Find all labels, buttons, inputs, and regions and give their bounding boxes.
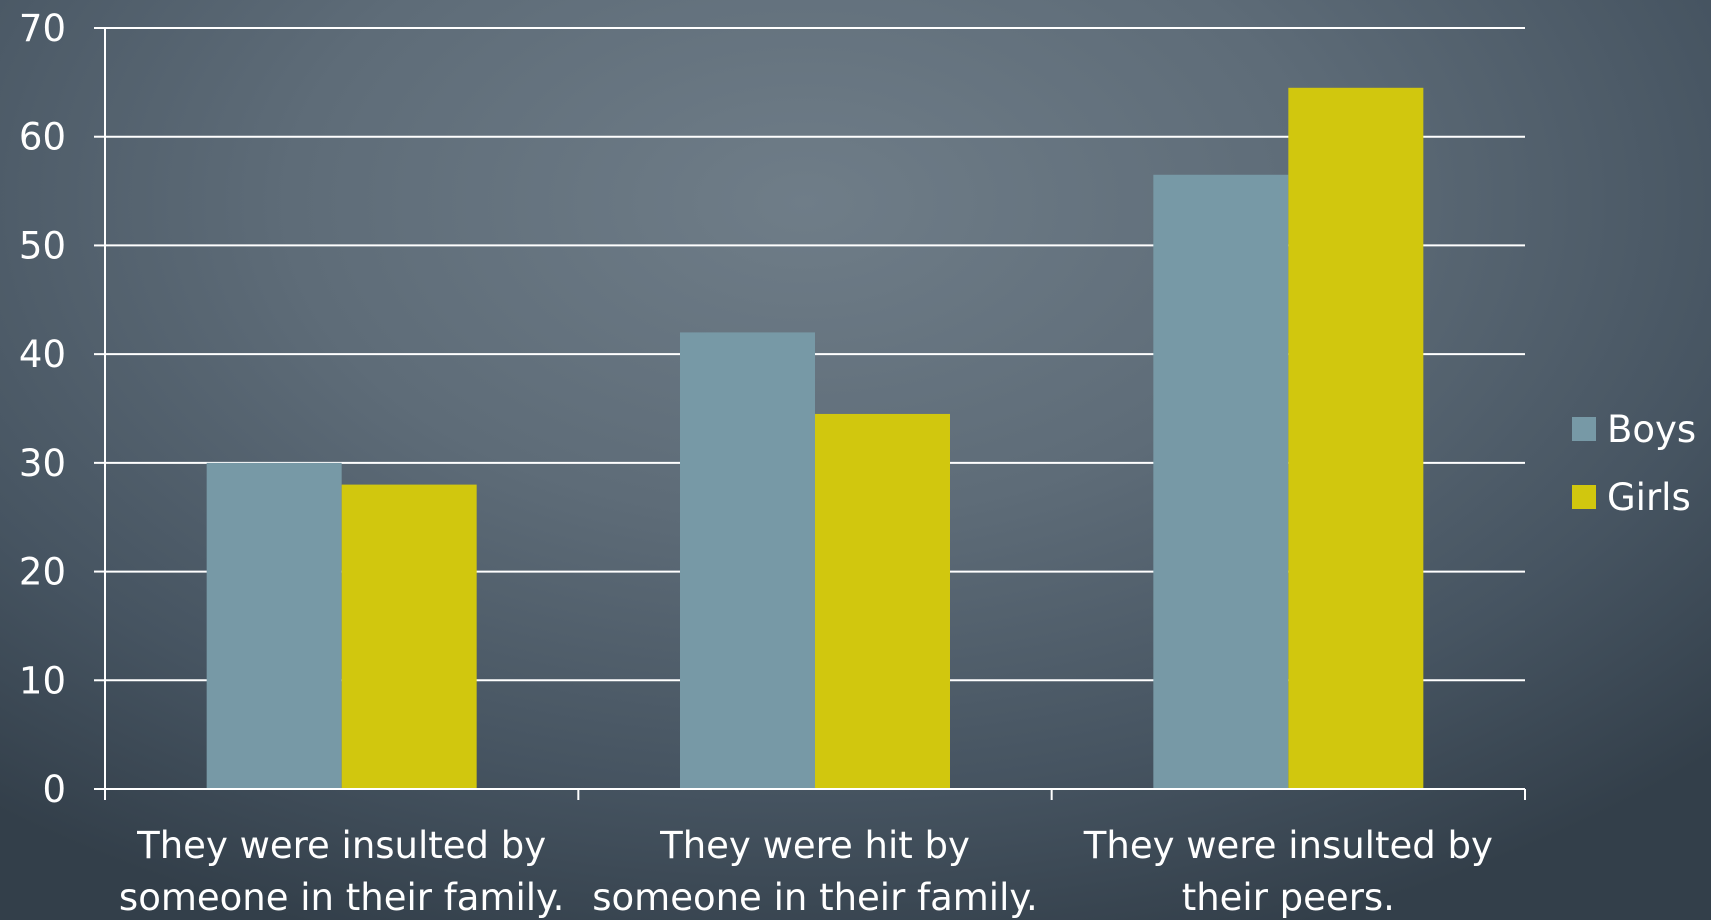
legend-label-boys: Boys xyxy=(1607,408,1696,451)
x-category-labels: They were insulted by someone in their fa… xyxy=(119,824,1493,919)
y-tick-label: 20 xyxy=(19,551,66,594)
legend-label-girls: Girls xyxy=(1607,476,1691,519)
axes xyxy=(94,27,1526,800)
bar-girls-2 xyxy=(815,413,950,789)
legend-swatch-boys xyxy=(1572,417,1596,441)
y-tick-label: 70 xyxy=(19,7,66,50)
x-category-label: someone in their family. xyxy=(119,876,564,919)
y-tick-label: 50 xyxy=(19,224,66,267)
bar-boys-3 xyxy=(1153,174,1289,789)
y-tick-labels: 0 10 20 30 40 50 60 70 xyxy=(19,7,66,811)
legend: Boys Girls xyxy=(1572,408,1696,519)
y-tick-label: 40 xyxy=(19,333,66,376)
y-tick-label: 0 xyxy=(42,768,66,811)
legend-swatch-girls xyxy=(1572,485,1596,509)
bar-boys-2 xyxy=(680,332,815,789)
bar-boys-1 xyxy=(206,462,342,789)
bar-girls-1 xyxy=(341,484,477,789)
x-category-label: someone in their family. xyxy=(592,876,1037,919)
y-tick-label: 30 xyxy=(19,442,66,485)
x-category-label: They were insulted by xyxy=(1083,824,1493,867)
y-tick-label: 60 xyxy=(19,116,66,159)
x-category-label: They were hit by xyxy=(659,824,970,867)
bar-girls-3 xyxy=(1288,87,1424,790)
x-category-label: They were insulted by xyxy=(136,824,546,867)
y-tick-label: 10 xyxy=(19,659,66,702)
bars xyxy=(206,87,1424,790)
x-category-label: their peers. xyxy=(1182,876,1395,919)
